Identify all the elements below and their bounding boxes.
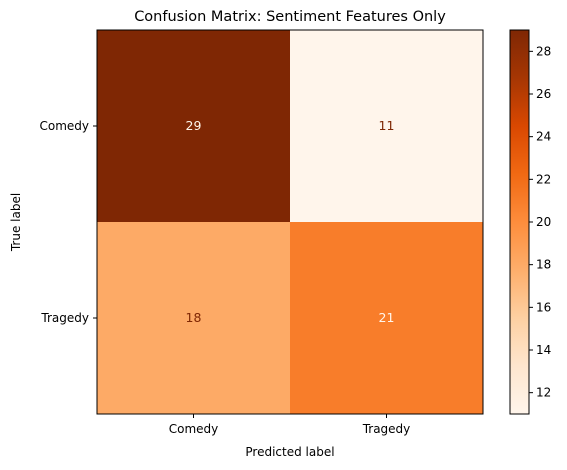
colorbar-tick-label: 18 [536, 258, 551, 272]
x-tick-label: Tragedy [362, 422, 411, 436]
y-axis: Comedy Tragedy [39, 119, 97, 325]
matrix-cell [290, 222, 483, 414]
matrix-area: 29 11 18 21 [97, 30, 483, 414]
plot-frame [96, 29, 484, 415]
cell-value-label: 21 [379, 310, 395, 325]
x-axis: Comedy Tragedy [169, 414, 411, 436]
colorbar-tick-label: 22 [536, 172, 551, 186]
colorbar-tick-label: 28 [536, 44, 551, 58]
y-tick-label: Tragedy [40, 311, 89, 325]
colorbar-tick-label: 24 [536, 130, 551, 144]
y-axis-label: True label [9, 193, 23, 252]
x-tick-label: Comedy [169, 422, 219, 436]
colorbar: 12 14 16 18 20 22 24 26 28 [509, 29, 551, 415]
cell-value-label: 29 [186, 118, 202, 133]
colorbar-tick-label: 12 [536, 386, 551, 400]
colorbar-tick-label: 14 [536, 343, 551, 357]
colorbar-tick-label: 16 [536, 300, 551, 314]
matrix-cell [97, 30, 290, 222]
y-tick-label: Comedy [39, 119, 89, 133]
colorbar-gradient [509, 29, 530, 415]
colorbar-tick-label: 26 [536, 87, 551, 101]
matrix-cell [290, 30, 483, 222]
x-axis-label: Predicted label [245, 445, 334, 459]
cell-value-label: 11 [379, 118, 395, 133]
cell-value-label: 18 [186, 310, 202, 325]
chart-title: Confusion Matrix: Sentiment Features Onl… [134, 9, 446, 25]
matrix-cell [97, 222, 290, 414]
colorbar-tick-label: 20 [536, 215, 551, 229]
